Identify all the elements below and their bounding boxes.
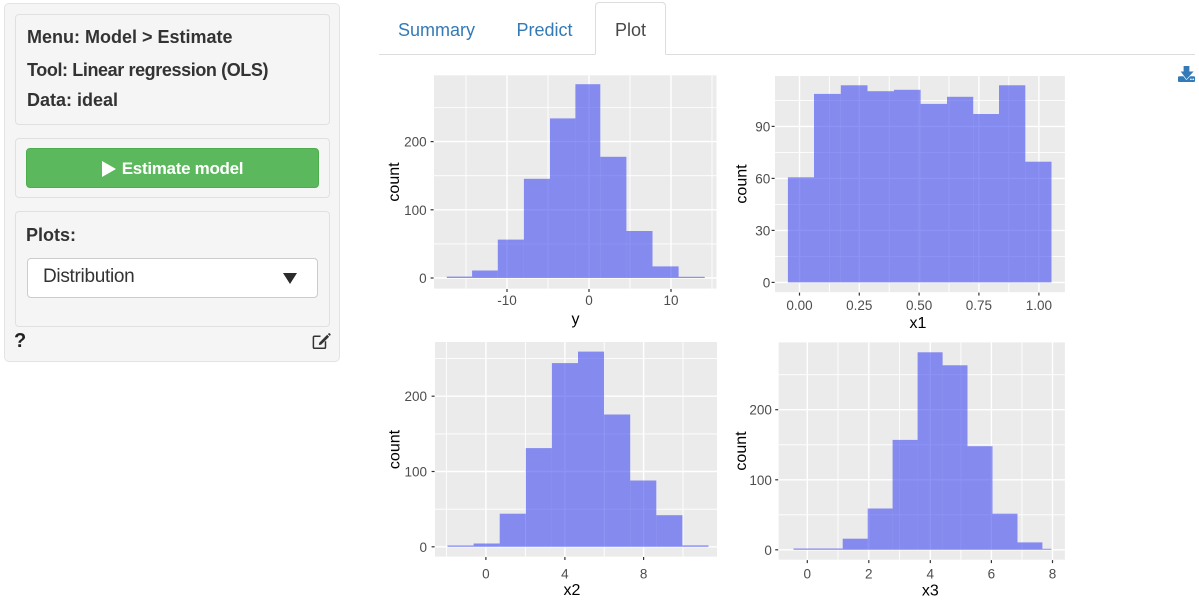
svg-text:200: 200 <box>749 403 772 418</box>
svg-text:8: 8 <box>1049 567 1057 582</box>
svg-text:0.00: 0.00 <box>786 298 812 313</box>
svg-text:x1: x1 <box>910 315 927 330</box>
svg-text:0: 0 <box>482 566 490 581</box>
svg-text:0.25: 0.25 <box>846 298 872 313</box>
svg-text:count: count <box>734 164 751 204</box>
svg-text:6: 6 <box>988 567 996 582</box>
svg-text:2: 2 <box>865 567 873 582</box>
svg-text:8: 8 <box>640 566 648 581</box>
svg-text:60: 60 <box>755 171 770 186</box>
svg-text:100: 100 <box>749 473 772 488</box>
svg-text:100: 100 <box>404 203 427 218</box>
svg-text:0: 0 <box>763 275 771 290</box>
svg-text:90: 90 <box>755 119 770 134</box>
svg-text:0: 0 <box>764 543 772 558</box>
svg-text:0: 0 <box>804 567 812 582</box>
svg-text:100: 100 <box>404 465 427 480</box>
svg-text:0: 0 <box>419 271 427 286</box>
svg-text:0: 0 <box>585 293 593 308</box>
svg-text:-10: -10 <box>497 293 517 308</box>
svg-text:200: 200 <box>404 389 427 404</box>
svg-text:30: 30 <box>755 223 770 238</box>
svg-text:0.50: 0.50 <box>906 298 932 313</box>
svg-text:200: 200 <box>404 135 427 150</box>
svg-text:count: count <box>733 431 750 471</box>
svg-text:x2: x2 <box>563 582 580 599</box>
svg-text:count: count <box>387 429 404 469</box>
svg-text:0.75: 0.75 <box>966 298 992 313</box>
svg-text:1.00: 1.00 <box>1026 298 1052 313</box>
svg-text:10: 10 <box>663 293 678 308</box>
svg-text:4: 4 <box>927 567 935 582</box>
svg-text:count: count <box>386 162 403 202</box>
svg-text:x3: x3 <box>922 582 939 599</box>
svg-text:0: 0 <box>419 540 427 555</box>
svg-text:y: y <box>572 311 580 328</box>
svg-text:4: 4 <box>561 566 569 581</box>
